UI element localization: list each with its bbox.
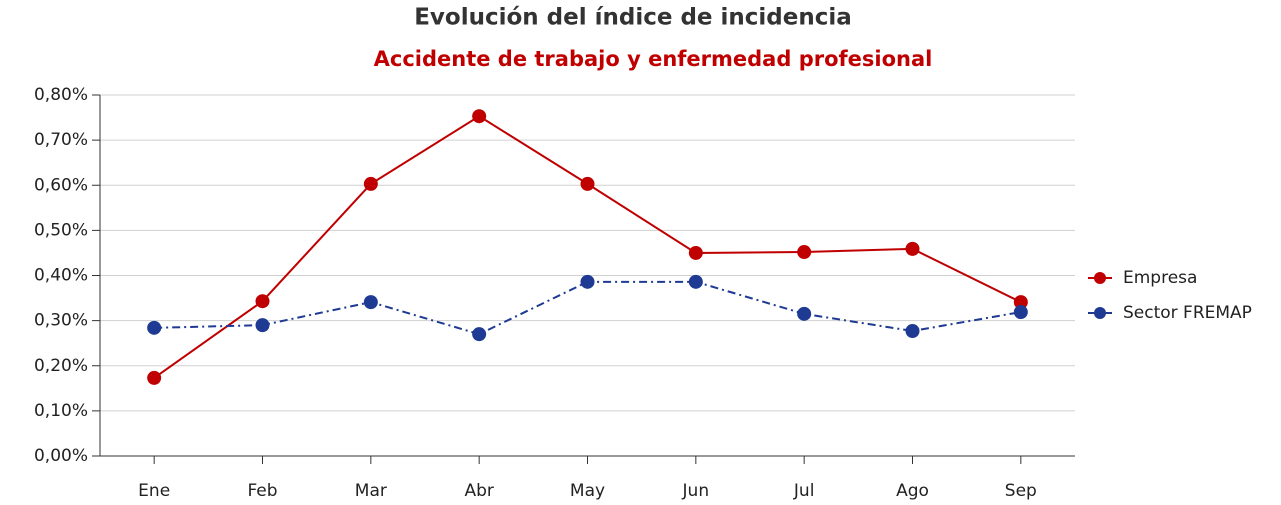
- point: [363, 295, 378, 310]
- point: [905, 324, 920, 339]
- chart-title: Evolución del índice de incidencia: [414, 5, 852, 31]
- x-tick-label: Jul: [793, 481, 815, 501]
- point: [255, 294, 270, 309]
- point: [363, 176, 378, 191]
- point: [472, 327, 487, 342]
- series-line: [154, 280, 1022, 336]
- point: [797, 306, 812, 321]
- y-tick-label: 0,30%: [34, 311, 88, 331]
- point: [1013, 305, 1028, 320]
- y-tick-label: 0,40%: [34, 266, 88, 286]
- y-tick-label: 0,70%: [34, 130, 88, 150]
- point: [797, 245, 812, 260]
- point: [905, 241, 920, 256]
- chart-subtitle: Accidente de trabajo y enfermedad profes…: [374, 47, 933, 71]
- point: [580, 274, 595, 289]
- x-tick-label: Mar: [355, 481, 387, 501]
- y-tick-label: 0,60%: [34, 175, 88, 195]
- legend-label: Empresa: [1123, 268, 1197, 288]
- point: [580, 176, 595, 191]
- x-tick-label: Jun: [682, 481, 710, 501]
- y-tick-label: 0,00%: [34, 446, 88, 466]
- x-tick-label: Ago: [896, 481, 929, 501]
- point: [688, 274, 703, 289]
- legend-label: Sector FREMAP: [1123, 303, 1252, 323]
- x-tick-label: Abr: [464, 481, 493, 501]
- x-tick-label: Sep: [1005, 481, 1037, 501]
- y-tick-label: 0,20%: [34, 356, 88, 376]
- x-tick-label: May: [570, 481, 605, 501]
- point: [255, 318, 270, 333]
- y-tick-label: 0,50%: [34, 220, 88, 240]
- x-tick-label: Feb: [247, 481, 277, 501]
- point: [147, 370, 162, 385]
- point: [688, 245, 703, 260]
- series-line: [153, 115, 1022, 379]
- point: [1013, 295, 1028, 310]
- point: [472, 109, 487, 124]
- y-tick-label: 0,10%: [34, 401, 88, 421]
- y-tick-label: 0,80%: [34, 85, 88, 105]
- point: [147, 320, 162, 335]
- x-tick-label: Ene: [138, 481, 170, 501]
- legend-marker: [1094, 307, 1106, 319]
- legend-marker: [1094, 272, 1106, 284]
